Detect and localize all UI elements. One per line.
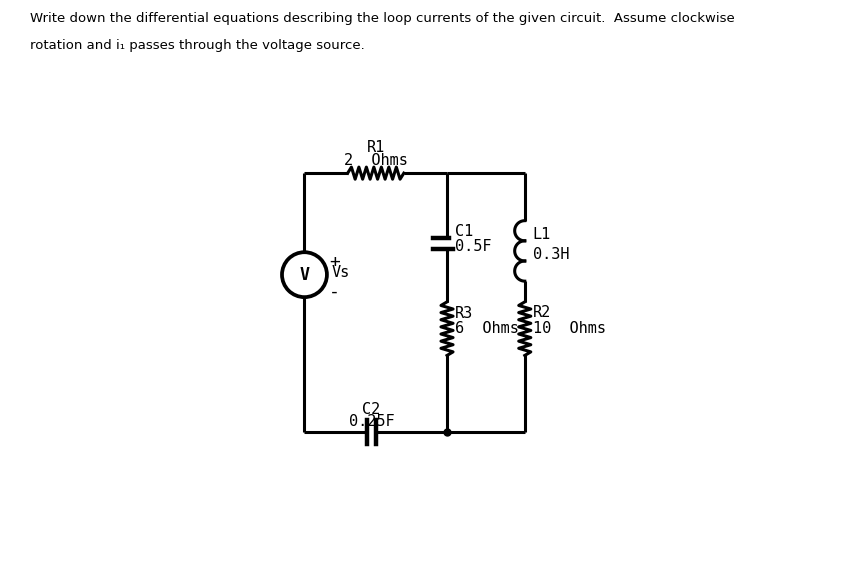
Text: Write down the differential equations describing the loop currents of the given : Write down the differential equations de…	[30, 12, 735, 25]
Text: C1: C1	[455, 224, 473, 239]
Text: 6  Ohms: 6 Ohms	[455, 321, 519, 337]
Text: R2: R2	[533, 305, 551, 320]
Text: 2  Ohms: 2 Ohms	[344, 153, 408, 168]
Text: rotation and i₁ passes through the voltage source.: rotation and i₁ passes through the volta…	[30, 39, 365, 52]
Text: 0.5F: 0.5F	[455, 239, 491, 254]
Text: 0.25F: 0.25F	[349, 414, 394, 429]
Text: R1: R1	[366, 140, 385, 155]
Text: L1: L1	[533, 227, 551, 242]
Text: 0.3H: 0.3H	[533, 247, 569, 261]
Text: C2: C2	[362, 402, 380, 417]
Text: V: V	[299, 266, 310, 284]
Text: -: -	[329, 283, 340, 301]
Text: R3: R3	[455, 306, 473, 321]
Text: 10  Ohms: 10 Ohms	[533, 321, 606, 337]
Text: +: +	[329, 254, 340, 272]
Text: Vs: Vs	[332, 265, 350, 280]
